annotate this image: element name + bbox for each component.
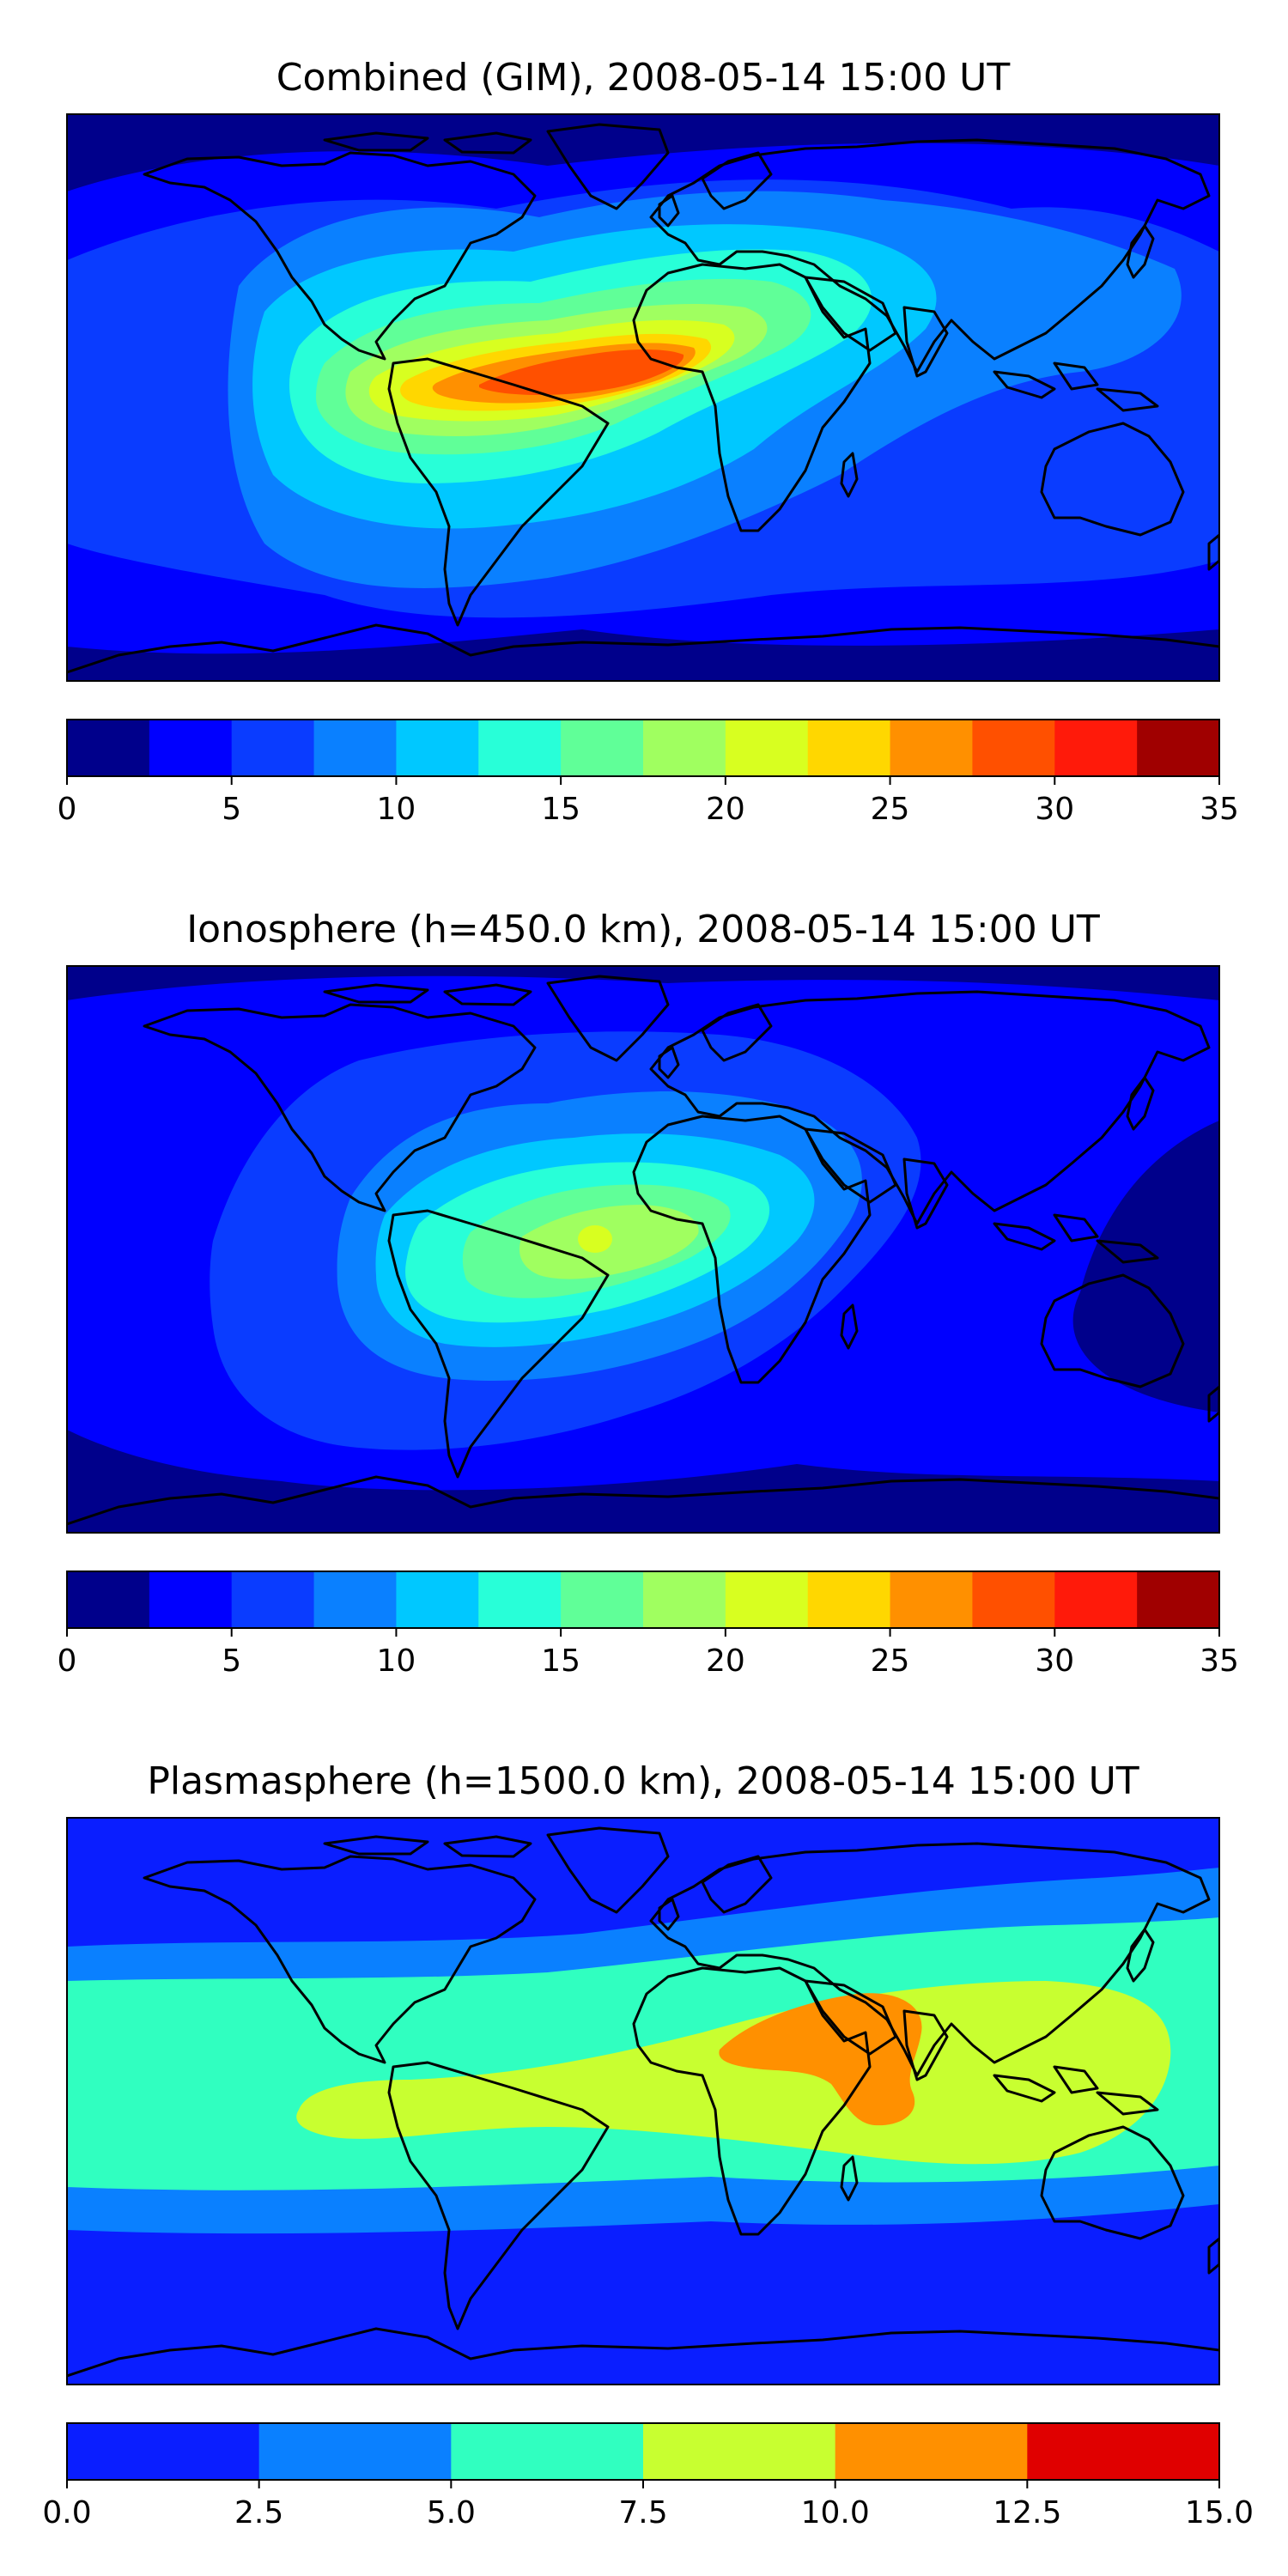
colorbar-1-tick-label: 10 — [377, 792, 416, 827]
colorbar-1-segment — [478, 720, 562, 776]
colorbar-3-segment — [451, 2423, 644, 2480]
colorbar-3-tick-label: 10.0 — [801, 2495, 870, 2530]
colorbar-1-segment — [972, 720, 1055, 776]
colorbar-2-segment — [478, 1571, 562, 1628]
panel3-frame — [66, 1817, 1220, 2385]
colorbar-2-segment — [725, 1571, 809, 1628]
panel1-frame — [66, 113, 1220, 682]
colorbar-2-tick-label: 30 — [1035, 1643, 1074, 1679]
colorbar-3-segment — [67, 2423, 260, 2480]
colorbar-1-segment — [1137, 720, 1220, 776]
panel3-title: Plasmasphere (h=1500.0 km), 2008-05-14 1… — [147, 1759, 1139, 1803]
colorbar-1-segment — [807, 720, 891, 776]
colorbar-2-segment — [890, 1571, 973, 1628]
colorbar-1-segment — [890, 720, 973, 776]
colorbar-2-segment — [972, 1571, 1055, 1628]
colorbar-3-tick-label: 0.0 — [42, 2495, 91, 2530]
colorbar-2-tick-label: 0 — [58, 1643, 77, 1679]
colorbar-2-segment — [1054, 1571, 1138, 1628]
colorbar-1-segment — [313, 720, 397, 776]
colorbar-1-tick-label: 5 — [222, 792, 241, 827]
colorbar-2-frame — [66, 1571, 1220, 1629]
colorbar-2-tick-label: 10 — [377, 1643, 416, 1679]
panel1-map — [67, 114, 1219, 681]
colorbar-3-segment — [643, 2423, 836, 2480]
colorbar-3-tick-label: 12.5 — [993, 2495, 1061, 2530]
colorbar-1-tick-label: 0 — [58, 792, 77, 827]
colorbar-2-segment — [313, 1571, 397, 1628]
colorbar-2-tick-label: 35 — [1200, 1643, 1239, 1679]
colorbar-1-segment — [149, 720, 233, 776]
colorbar-1-segment — [396, 720, 479, 776]
colorbar-2-segment — [231, 1571, 315, 1628]
panel3-colorbar: 0.0 2.5 5.0 7.5 10.0 12.5 15.0 — [42, 2422, 1254, 2530]
colorbar-3-segment — [1027, 2423, 1220, 2480]
colorbar-2-segment — [807, 1571, 891, 1628]
colorbar-1-segment — [561, 720, 644, 776]
colorbar-1-tick-label: 15 — [541, 792, 580, 827]
panel2-colorbar: 0 5 10 15 20 25 30 35 — [58, 1571, 1239, 1679]
panel1-colorbar: 0 5 10 15 20 25 30 35 — [58, 719, 1239, 827]
colorbar-2-segment — [561, 1571, 644, 1628]
colorbar-1-tick-label: 20 — [706, 792, 745, 827]
colorbar-1-segment — [231, 720, 315, 776]
panel1-title: Combined (GIM), 2008-05-14 15:00 UT — [276, 56, 1011, 100]
colorbar-1-segment — [725, 720, 809, 776]
colorbar-2-segment — [1137, 1571, 1220, 1628]
panel3-level-3 — [296, 1981, 1171, 2165]
panel3-level-4 — [719, 1993, 922, 2126]
panel2-map — [67, 966, 1219, 1533]
colorbar-3-tick-label: 2.5 — [234, 2495, 283, 2530]
colorbar-1-segment — [1054, 720, 1138, 776]
colorbar-1-tick-label: 30 — [1035, 792, 1074, 827]
colorbar-1-frame — [66, 719, 1220, 777]
colorbar-2-segment — [149, 1571, 233, 1628]
colorbar-2-segment — [643, 1571, 726, 1628]
colorbar-3-tick-label: 7.5 — [618, 2495, 667, 2530]
colorbar-1-tick-label: 25 — [871, 792, 910, 827]
colorbar-2-tick-label: 5 — [222, 1643, 241, 1679]
panel3-map — [67, 1818, 1219, 2385]
panel2-title: Ionosphere (h=450.0 km), 2008-05-14 15:0… — [186, 908, 1100, 951]
colorbar-1-segment — [643, 720, 726, 776]
panel1-level-11 — [479, 349, 684, 395]
colorbar-3-tick-label: 5.0 — [427, 2495, 476, 2530]
colorbar-1-segment — [67, 720, 150, 776]
colorbar-2-tick-label: 20 — [706, 1643, 745, 1679]
colorbar-2-tick-label: 15 — [541, 1643, 580, 1679]
colorbar-3-tick-label: 15.0 — [1185, 2495, 1254, 2530]
colorbar-2-segment — [67, 1571, 150, 1628]
colorbar-1-tick-label: 35 — [1200, 792, 1239, 827]
colorbar-2-segment — [396, 1571, 479, 1628]
panel2-frame — [66, 965, 1220, 1534]
colorbar-3-segment — [258, 2423, 452, 2480]
colorbar-2-tick-label: 25 — [871, 1643, 910, 1679]
colorbar-3-segment — [835, 2423, 1028, 2480]
panel2-level-8 — [578, 1225, 612, 1253]
